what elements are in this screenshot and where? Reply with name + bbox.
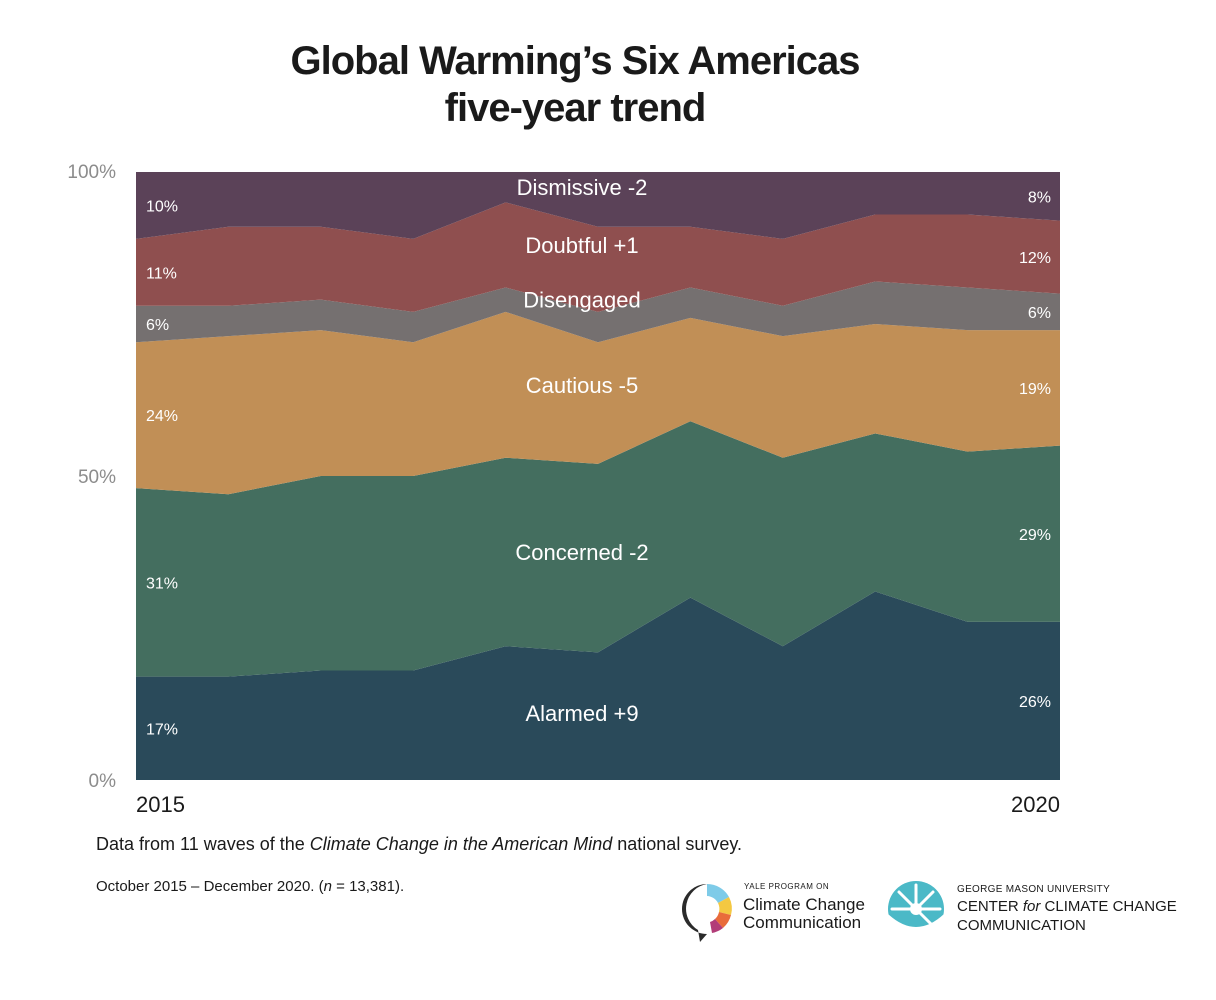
footnote-dates: October 2015 – December 2020. (n = 13,38…	[96, 878, 404, 895]
y-tick-label-0: 0%	[89, 771, 117, 792]
series-name-alarmed: Alarmed +9	[525, 701, 638, 726]
gmu-line1-a: CENTER	[957, 898, 1023, 915]
area-dismissive	[136, 172, 1060, 239]
chart-title-line1: Global Warming’s Six Americas	[290, 39, 861, 83]
start-label-doubtful: 11%	[146, 265, 177, 282]
footnote-source-post: national survey.	[612, 834, 743, 854]
gmu-center-logo: GEORGE MASON UNIVERSITY CENTER for CLIMA…	[885, 878, 1185, 944]
area-concerned	[136, 421, 1060, 677]
footnote-source-pre: Data from 11 waves of the	[96, 834, 310, 854]
series-name-cautious: Cautious -5	[526, 373, 639, 398]
chart-title: Global Warming’s Six Americas five-year …	[0, 38, 1150, 132]
footnote-source: Data from 11 waves of the Climate Change…	[96, 834, 742, 855]
axis-labels-group: 100% 50% 0% 2015 2020	[67, 162, 1060, 817]
series-name-dismissive: Dismissive -2	[517, 175, 648, 200]
sunburst-logo-icon	[888, 881, 944, 940]
end-label-dismissive: 8%	[1028, 189, 1051, 206]
gmu-small-text: GEORGE MASON UNIVERSITY	[957, 884, 1111, 895]
series-labels-group: Alarmed +9 17% 26% Concerned -2 31% 29% Cautio…	[146, 175, 1051, 738]
footnote-dates-post: = 13,381).	[331, 878, 405, 895]
footnote-dates-pre: October 2015 – December 2020. (	[96, 878, 324, 895]
start-label-concerned: 31%	[146, 575, 178, 592]
start-label-cautious: 24%	[146, 408, 178, 425]
footnote-n-symbol: n	[323, 878, 332, 895]
yale-program-small-text: YALE PROGRAM ON	[744, 882, 830, 891]
end-label-alarmed: 26%	[1019, 694, 1051, 711]
area-series-group	[136, 172, 1060, 780]
series-name-doubtful: Doubtful +1	[525, 233, 638, 258]
gmu-line2: COMMUNICATION	[957, 917, 1086, 934]
start-label-dismissive: 10%	[146, 198, 178, 215]
end-label-disengaged: 6%	[1028, 305, 1051, 322]
footnote-survey-name: Climate Change in the American Mind	[309, 834, 613, 854]
end-label-doubtful: 12%	[1019, 250, 1051, 267]
yale-program-line2: Communication	[743, 913, 862, 932]
area-alarmed	[136, 591, 1060, 780]
yale-program-line1: Climate Change	[743, 895, 865, 914]
start-label-alarmed: 17%	[146, 721, 178, 738]
x-tick-label-2020: 2020	[1011, 792, 1060, 817]
x-tick-label-2015: 2015	[136, 792, 185, 817]
gmu-line1: CENTER for CLIMATE CHANGE	[957, 898, 1177, 915]
area-cautious	[136, 311, 1060, 495]
yale-program-logo: YALE PROGRAM ON Climate Change Communica…	[678, 878, 878, 944]
start-label-disengaged: 6%	[146, 317, 169, 334]
gmu-line1-for: for	[1022, 898, 1041, 915]
series-name-disengaged: Disengaged	[523, 288, 640, 313]
end-label-concerned: 29%	[1019, 527, 1051, 544]
area-doubtful	[136, 202, 1060, 312]
stacked-area-chart: Alarmed +9 17% 26% Concerned -2 31% 29% Cautio…	[67, 162, 1060, 817]
y-tick-label-100: 100%	[67, 162, 116, 183]
speech-bubble-logo-icon	[681, 883, 732, 942]
chart-title-line2: five-year trend	[444, 86, 707, 130]
end-label-cautious: 19%	[1019, 381, 1051, 398]
gmu-line1-c: CLIMATE CHANGE	[1040, 898, 1177, 915]
y-tick-label-50: 50%	[78, 467, 116, 488]
series-name-concerned: Concerned -2	[515, 540, 648, 565]
